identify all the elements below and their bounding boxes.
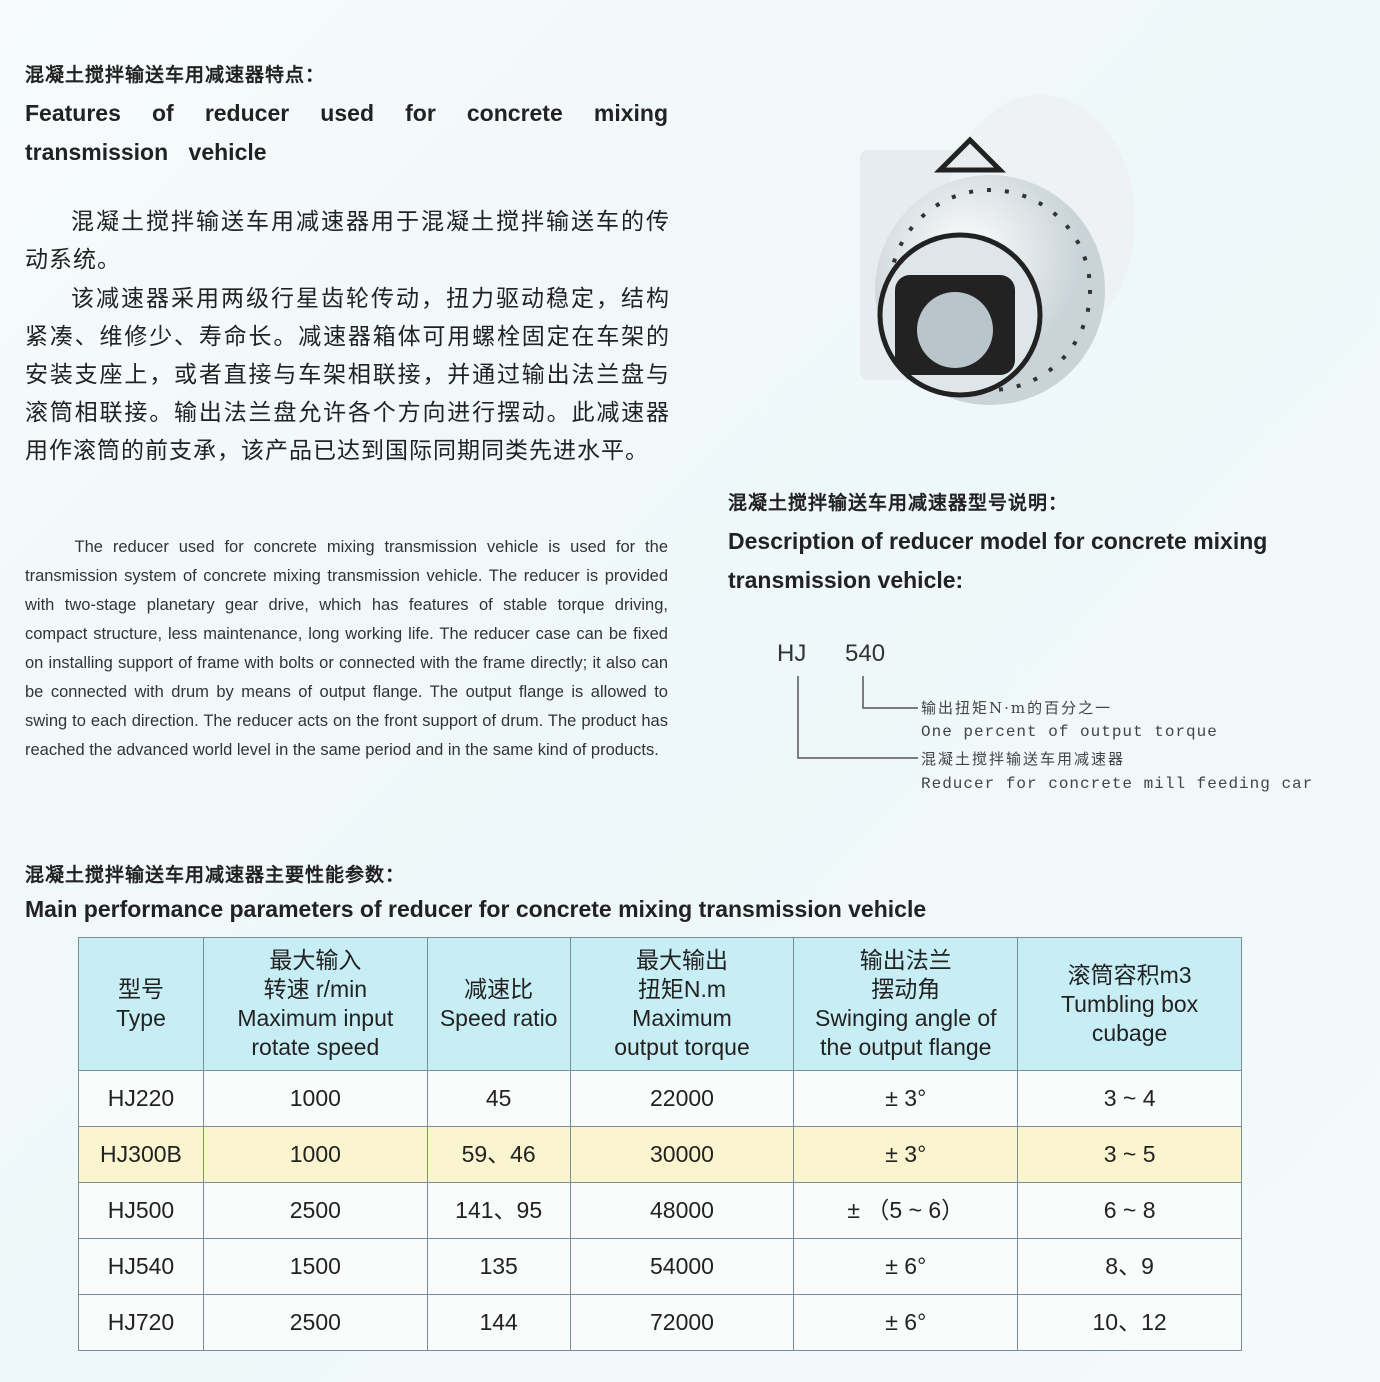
cell-swing-angle: ± 6° [793, 1238, 1019, 1295]
table-row: HJ220 1000 45 22000 ± 3° 3 ~ 4 [78, 1070, 1242, 1127]
cell-max-output-torque: 54000 [569, 1238, 795, 1295]
cell-max-input-speed: 2500 [202, 1294, 428, 1351]
cell-max-output-torque: 22000 [569, 1070, 795, 1127]
header-line: 摆动角 [871, 976, 941, 1002]
header-line: 最大输出 [635, 947, 728, 973]
reducer-product-image [860, 95, 1135, 405]
header-speed-ratio: 减速比 Speed ratio [426, 937, 571, 1071]
cell-speed-ratio: 144 [426, 1294, 571, 1351]
model-number: 540 [845, 640, 886, 667]
header-line: 减速比 [464, 976, 534, 1002]
params-title-en: Main performance parameters of reducer f… [25, 896, 927, 922]
header-line: Maximum input [237, 1005, 394, 1031]
cell-max-input-speed: 1500 [202, 1238, 428, 1295]
cell-max-output-torque: 30000 [569, 1126, 795, 1183]
header-swing-angle: 输出法兰摆动角 Swinging angle of the output flang… [793, 937, 1019, 1071]
cell-swing-angle: ± 3° [793, 1070, 1019, 1127]
cell-speed-ratio: 135 [426, 1238, 571, 1295]
table-row: HJ300B 1000 59、46 30000 ± 3° 3 ~ 5 [78, 1126, 1242, 1183]
header-line: 转速 r/min [263, 976, 368, 1002]
cell-speed-ratio: 45 [426, 1070, 571, 1127]
prefix-desc-en: Reducer for concrete mill feeding car [921, 775, 1314, 793]
cell-max-input-speed: 2500 [202, 1182, 428, 1239]
header-line: 输出法兰 [859, 947, 952, 973]
header-drum-volume: 滚筒容积m3 Tumbling box cubage [1017, 937, 1242, 1071]
table-header-row: 型号 Type 最大输入转速 r/min Maximum input rotate sp… [78, 937, 1242, 1071]
model-prefix: HJ [777, 640, 807, 667]
cell-drum-volume: 8、9 [1017, 1238, 1242, 1295]
cell-drum-volume: 3 ~ 4 [1017, 1070, 1242, 1127]
model-title-en: Description of reducer model for concret… [728, 528, 1268, 593]
header-line: cubage [1091, 1019, 1168, 1046]
features-para-1-cn: 混凝土搅拌输送车用减速器用于混凝土搅拌输送车的传动系统。 [25, 209, 670, 273]
header-line: 型号 [117, 976, 164, 1002]
header-max-output-torque: 最大输出扭矩N.m Maximum output torque [569, 937, 795, 1071]
header-line: Maximum [632, 1005, 732, 1031]
cell-drum-volume: 10、12 [1017, 1294, 1242, 1351]
cell-max-input-speed: 1000 [202, 1070, 428, 1127]
cell-swing-angle: ± 6° [793, 1294, 1019, 1351]
features-title-en: Features of reducer used for concrete mi… [25, 100, 668, 165]
cell-swing-angle: ± 3° [793, 1126, 1019, 1183]
header-line: 滚筒容积m3 [1067, 961, 1192, 988]
params-title-cn: 混凝土搅拌输送车用减速器主要性能参数： [25, 864, 406, 886]
model-connector-lines [797, 676, 918, 759]
number-desc-cn: 输出扭矩N·m的百分之一 [921, 699, 1113, 717]
cell-type: HJ220 [78, 1070, 204, 1127]
header-line: 扭矩N.m [637, 976, 727, 1002]
number-desc-en: One percent of output torque [921, 723, 1218, 741]
header-line: output torque [614, 1034, 750, 1060]
cell-type: HJ540 [78, 1238, 204, 1295]
header-max-input-speed: 最大输入转速 r/min Maximum input rotate speed [202, 937, 428, 1071]
cell-speed-ratio: 141、95 [426, 1182, 571, 1239]
cell-max-input-speed: 1000 [202, 1126, 428, 1183]
cell-type: HJ300B [78, 1126, 204, 1183]
cell-max-output-torque: 48000 [569, 1182, 795, 1239]
table-row: HJ720 2500 144 72000 ± 6° 10、12 [78, 1294, 1242, 1351]
header-line: Swinging angle of [814, 1005, 997, 1031]
features-para-2-cn: 该减速器采用两级行星齿轮传动，扭力驱动稳定，结构紧凑、维修少、寿命长。减速器箱体… [25, 286, 670, 464]
features-para-en: The reducer used for concrete mixing tra… [25, 538, 668, 759]
header-line: 最大输入 [269, 947, 362, 973]
cell-speed-ratio: 59、46 [426, 1126, 571, 1183]
header-line: rotate speed [251, 1034, 380, 1060]
cell-drum-volume: 3 ~ 5 [1017, 1126, 1242, 1183]
header-line: Tumbling box [1060, 990, 1199, 1017]
table-row: HJ500 2500 141、95 48000 ± （5 ~ 6） 6 ~ 8 [78, 1182, 1242, 1239]
header-type: 型号 Type [78, 937, 204, 1071]
model-title-cn: 混凝土搅拌输送车用减速器型号说明： [728, 492, 1069, 514]
cell-swing-angle: ± （5 ~ 6） [793, 1182, 1019, 1239]
cell-type: HJ720 [78, 1294, 204, 1351]
table-row: HJ540 1500 135 54000 ± 6° 8、9 [78, 1238, 1242, 1295]
header-line: Type [116, 1005, 166, 1031]
prefix-desc-cn: 混凝土搅拌输送车用减速器 [921, 750, 1126, 768]
cell-type: HJ500 [78, 1182, 204, 1239]
header-line: the output flange [820, 1034, 992, 1060]
header-line: Speed ratio [439, 1005, 558, 1031]
features-title-cn: 混凝土搅拌输送车用减速器特点： [25, 64, 326, 86]
cell-drum-volume: 6 ~ 8 [1017, 1182, 1242, 1239]
cell-max-output-torque: 72000 [569, 1294, 795, 1351]
parameters-table: 型号 Type 最大输入转速 r/min Maximum input rotate sp… [78, 937, 1242, 1351]
